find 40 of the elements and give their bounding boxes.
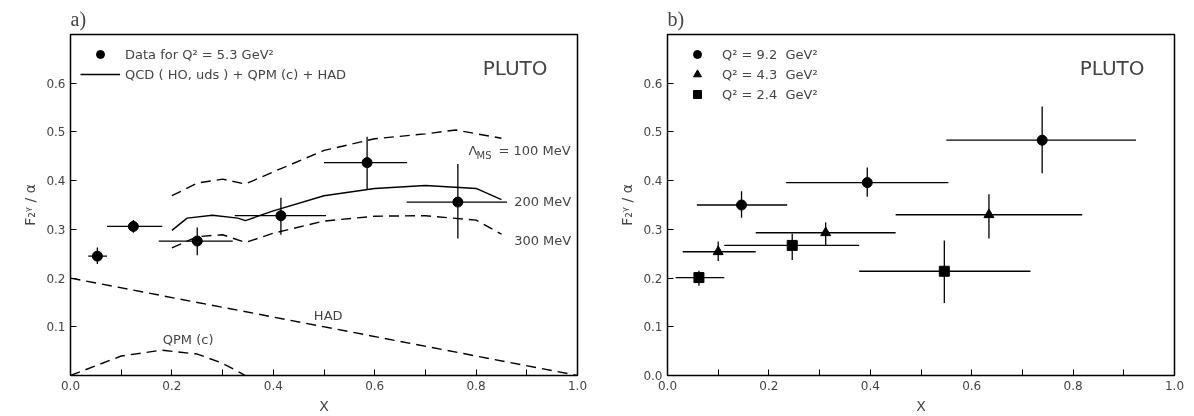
x-tick-label: 0.4 bbox=[860, 378, 880, 393]
y-tick-label: 0.6 bbox=[46, 76, 66, 91]
annotation: PLUTO bbox=[482, 55, 548, 80]
y-tick-label: 0.2 bbox=[46, 271, 66, 286]
y-tick-label: 0.4 bbox=[643, 174, 663, 189]
y-tick-label: 0.5 bbox=[46, 125, 66, 140]
y-axis-title: F₂ᵞ / α bbox=[619, 184, 636, 226]
y-tick-label: 0.2 bbox=[643, 271, 663, 286]
x-tick-label: 0.0 bbox=[60, 378, 81, 393]
chart-title: b) bbox=[667, 7, 685, 31]
y-tick-label: 0.6 bbox=[643, 76, 663, 91]
y-tick-label: 0.4 bbox=[46, 174, 66, 189]
legend-label: QCD ( HO, uds ) + QPM (c) + HAD bbox=[125, 66, 347, 82]
x-tick-label: 0.4 bbox=[263, 378, 283, 393]
x-axis-title: X bbox=[916, 397, 927, 414]
chart-title: a) bbox=[70, 7, 87, 31]
y-tick-label: 0.5 bbox=[643, 125, 663, 140]
x-tick-label: 0.8 bbox=[466, 378, 486, 393]
legend-label: Q² = 4.3 GeV² bbox=[722, 66, 818, 82]
annotation: PLUTO bbox=[1079, 55, 1145, 80]
x-tick-label: 0.6 bbox=[962, 378, 982, 393]
y-tick-label: 0.1 bbox=[46, 320, 66, 335]
x-tick-label: 0.2 bbox=[162, 378, 182, 393]
annotation: 300 MeV bbox=[514, 233, 572, 249]
y-tick-label: 0.1 bbox=[643, 320, 663, 335]
x-tick-label: 0.6 bbox=[365, 378, 385, 393]
y-axis-title: F₂ᵞ / α bbox=[22, 184, 39, 226]
x-tick-label: 1.0 bbox=[567, 378, 588, 393]
y-tick-label: 0.3 bbox=[643, 222, 663, 237]
y-tick-label: 0.3 bbox=[46, 222, 66, 237]
x-tick-label: 0.8 bbox=[1063, 378, 1083, 393]
x-axis-title: X bbox=[319, 397, 330, 414]
annotation: HAD bbox=[313, 308, 343, 324]
legend-label: Q² = 2.4 GeV² bbox=[722, 86, 818, 102]
annotation: 200 MeV bbox=[514, 194, 572, 210]
annotation: QPM (c) bbox=[162, 332, 214, 348]
legend-label: Data for Q² = 5.3 GeV² bbox=[125, 46, 274, 62]
x-tick-label: 0.2 bbox=[759, 378, 779, 393]
x-tick-label: 1.0 bbox=[1164, 378, 1185, 393]
legend-label: Q² = 9.2 GeV² bbox=[722, 46, 818, 62]
